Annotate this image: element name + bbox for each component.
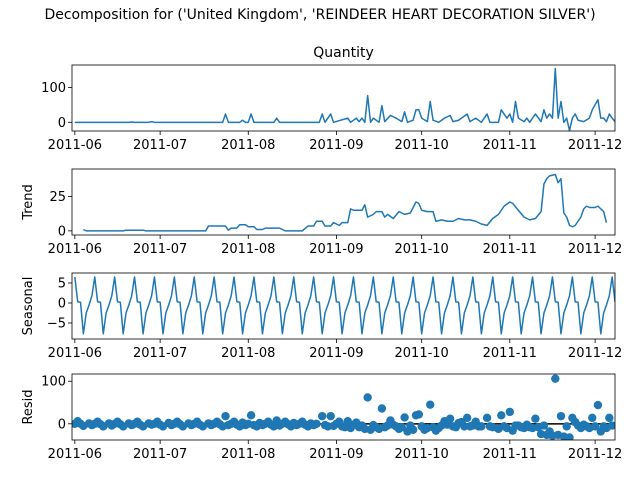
x-tick-label: 2011-06 bbox=[48, 242, 102, 257]
axes-frame bbox=[71, 168, 616, 236]
y-tick-label: 5 bbox=[58, 277, 66, 292]
x-tick-label: 2011-07 bbox=[133, 447, 187, 462]
resid-point bbox=[605, 413, 614, 423]
series-line bbox=[83, 173, 608, 232]
axes-frame bbox=[71, 64, 616, 132]
resid-point bbox=[505, 407, 515, 417]
data-area bbox=[83, 173, 608, 232]
resid-point bbox=[556, 411, 566, 421]
y-tick-label: 100 bbox=[41, 375, 66, 390]
figure-suptitle: Decomposition for ('United Kingdom', 'RE… bbox=[44, 7, 595, 23]
resid-point bbox=[497, 411, 506, 420]
axes-frame bbox=[71, 272, 616, 340]
resid-point bbox=[462, 413, 472, 423]
resid-point bbox=[408, 425, 418, 434]
x-tick-label: 2011-11 bbox=[483, 346, 537, 361]
subplot-1: Quantity 0 100 2011-06 2011-07 2011-08 2011-09… bbox=[41, 45, 622, 153]
x-tick-label: 2011-12 bbox=[568, 242, 622, 257]
x-tick-label: 2011-10 bbox=[395, 447, 449, 462]
resid-point bbox=[482, 413, 492, 423]
resid-point bbox=[414, 410, 424, 419]
resid-point bbox=[588, 413, 597, 423]
x-tick-label: 2011-12 bbox=[568, 447, 622, 462]
resid-point bbox=[317, 411, 327, 421]
y-tick-label: −5 bbox=[47, 317, 66, 332]
x-tick-label: 2011-09 bbox=[309, 138, 363, 153]
resid-point bbox=[477, 422, 486, 431]
resid-point bbox=[593, 400, 603, 410]
resid-point bbox=[312, 419, 321, 429]
resid-point bbox=[539, 421, 549, 430]
resid-point bbox=[377, 404, 387, 413]
x-tick-label: 2011-08 bbox=[221, 242, 275, 257]
x-tick-label: 2011-08 bbox=[221, 346, 275, 361]
resid-point bbox=[246, 411, 256, 420]
y-tick-label: 0 bbox=[58, 116, 66, 131]
subplot-title: Quantity bbox=[313, 45, 374, 61]
series-line bbox=[74, 67, 615, 131]
resid-point bbox=[590, 422, 600, 431]
resid-point bbox=[562, 422, 571, 431]
y-axis-label: Trend bbox=[21, 184, 36, 221]
x-tick-label: 2011-07 bbox=[133, 346, 187, 361]
x-tick-label: 2011-06 bbox=[48, 138, 102, 153]
x-tick-label: 2011-12 bbox=[568, 138, 622, 153]
x-tick-label: 2011-11 bbox=[483, 447, 537, 462]
resid-point bbox=[445, 414, 455, 423]
y-axis-label: Seasonal bbox=[21, 277, 36, 336]
x-tick-label: 2011-08 bbox=[221, 447, 275, 462]
x-tick-label: 2011-09 bbox=[309, 346, 363, 361]
x-tick-label: 2011-10 bbox=[395, 346, 449, 361]
resid-point bbox=[426, 400, 435, 409]
series-line bbox=[74, 276, 615, 335]
resid-point bbox=[326, 411, 335, 421]
subplot-2: Trend 0 25 2011-06 2011-07 2011-08 2011-09 2011… bbox=[21, 168, 622, 257]
y-tick-label: 0 bbox=[58, 417, 66, 432]
subplot-4: Resid 0 100 2011-06 2011-07 2011-08 2011-09 201… bbox=[21, 373, 622, 462]
x-tick-label: 2011-06 bbox=[48, 447, 102, 462]
axes-frame bbox=[71, 373, 616, 441]
y-tick-label: 0 bbox=[58, 224, 66, 239]
resid-point bbox=[531, 414, 540, 423]
subplot-3: Seasonal −5 0 5 2011-06 2011-07 2011-08 2011-09… bbox=[21, 272, 622, 361]
y-tick-label: 100 bbox=[41, 81, 66, 96]
x-tick-label: 2011-09 bbox=[309, 447, 363, 462]
resid-point bbox=[565, 433, 574, 440]
resid-point bbox=[221, 411, 230, 421]
data-area bbox=[74, 67, 615, 131]
x-tick-label: 2011-06 bbox=[48, 346, 102, 361]
x-tick-label: 2011-12 bbox=[568, 346, 622, 361]
x-tick-label: 2011-08 bbox=[221, 138, 275, 153]
y-axis-label: Resid bbox=[21, 389, 36, 424]
subplots: Quantity 0 100 2011-06 2011-07 2011-08 2011-09… bbox=[21, 45, 622, 462]
data-area bbox=[72, 374, 615, 440]
x-tick-label: 2011-11 bbox=[483, 242, 537, 257]
x-tick-label: 2011-10 bbox=[395, 242, 449, 257]
x-tick-label: 2011-07 bbox=[133, 242, 187, 257]
x-tick-label: 2011-10 bbox=[395, 138, 449, 153]
data-area bbox=[74, 276, 615, 335]
y-tick-label: 25 bbox=[49, 190, 66, 205]
resid-point bbox=[363, 393, 372, 402]
x-tick-label: 2011-09 bbox=[309, 242, 363, 257]
x-tick-label: 2011-11 bbox=[483, 138, 537, 153]
resid-point bbox=[607, 421, 615, 430]
y-tick-label: 0 bbox=[58, 297, 66, 312]
resid-point bbox=[400, 413, 409, 422]
x-tick-label: 2011-07 bbox=[133, 138, 187, 153]
resid-point bbox=[551, 374, 560, 383]
